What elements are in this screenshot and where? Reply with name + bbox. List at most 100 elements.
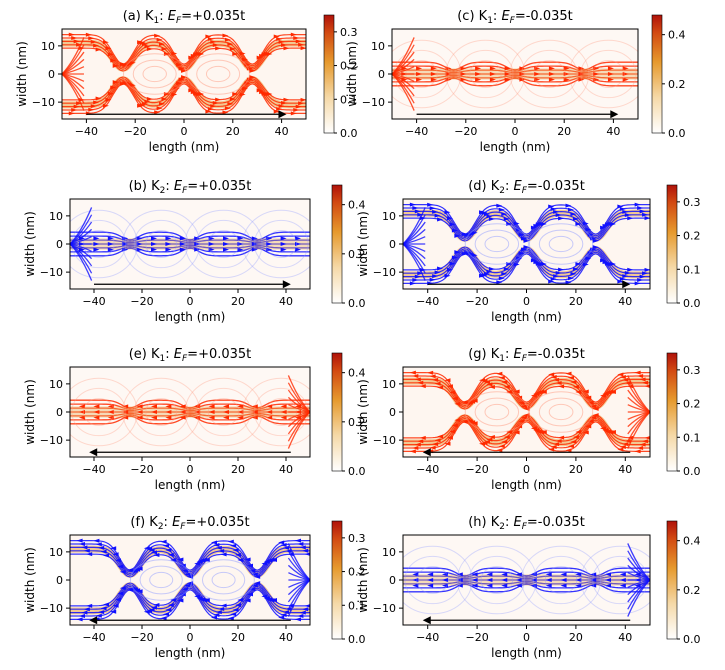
flow-arrowhead [76, 538, 83, 543]
flow-arrowhead [119, 569, 126, 574]
flow-arrowhead [136, 410, 143, 414]
flow-arrowhead [76, 42, 83, 47]
flow-arrowhead [165, 247, 172, 252]
flow-arrowhead [434, 381, 441, 386]
streamline [70, 244, 310, 249]
streamline [403, 375, 650, 405]
flow-arrowhead [244, 598, 251, 603]
flow-arrowhead [475, 66, 482, 71]
flow-arrowhead [483, 380, 490, 385]
colorbar-tick-label: 0.3 [340, 26, 358, 39]
flow-arrowhead [609, 430, 616, 435]
flow-arrowhead [503, 435, 510, 440]
flow-arrowhead [159, 101, 166, 106]
panel-d: −40 −20 0 20 40 10 0 −10 length (nm) width (nm) (d… [356, 179, 701, 324]
vortex-loop [71, 387, 127, 437]
flow-arrowhead [503, 384, 510, 389]
flow-arrowhead [136, 236, 143, 241]
flow-arrowhead [534, 77, 541, 82]
flow-arrowhead [456, 578, 463, 582]
flow-arrowhead [81, 545, 88, 550]
flow-arrowhead [119, 586, 126, 591]
flow-arrowhead [93, 100, 100, 105]
flow-arrowhead [278, 615, 285, 620]
flow-arrowhead [237, 242, 244, 246]
flow-arrowhead [642, 380, 649, 385]
colorbar-tick-label: 0.3 [683, 196, 701, 209]
panel-h: −40 −20 0 20 40 10 0 −10 length (nm) width (nm) (h… [356, 515, 701, 660]
flow-arrowhead [223, 404, 229, 409]
flow-arrowhead [156, 106, 163, 111]
streamline [403, 580, 650, 585]
flow-arrowhead [95, 47, 102, 52]
vortex-loop [392, 39, 462, 109]
flow-arrowhead [207, 107, 214, 112]
flow-arrowhead [437, 385, 444, 390]
x-tick-label: 0 [181, 125, 188, 138]
colorbar-tick-label: 0.0 [683, 633, 701, 646]
flow-arrowhead [501, 380, 508, 385]
x-axis-label: length (nm) [155, 310, 226, 324]
flow-arrowhead [558, 267, 565, 272]
colorbar-tick-label: 0.4 [668, 29, 686, 42]
flow-arrowhead [501, 572, 508, 577]
flow-arrowhead [280, 242, 287, 246]
flow-arrowhead [416, 66, 423, 71]
colorbar-tick-label: 0.1 [683, 263, 701, 276]
flow-arrowhead [565, 280, 572, 285]
title-sep: : [493, 9, 502, 24]
flow-arrowhead [73, 104, 80, 109]
title-field: E [501, 9, 510, 24]
x-axis-label: length (nm) [480, 140, 551, 154]
flow-arrowhead [295, 39, 302, 44]
streamline [403, 583, 650, 593]
flow-arrowhead [79, 236, 85, 241]
flow-arrowhead [503, 216, 510, 221]
flow-arrowhead [489, 77, 496, 82]
flow-arrowhead [567, 375, 574, 380]
flow-arrowhead [617, 204, 624, 209]
vortex-loop [196, 387, 251, 437]
flow-arrowhead [244, 557, 251, 562]
vortex-loop [469, 60, 502, 88]
flow-arrowhead [95, 96, 102, 101]
x-tick-label: 40 [279, 295, 293, 308]
title-energy: =+0.035t [181, 9, 245, 24]
flow-arrowhead [592, 406, 599, 411]
current-direction-arrowhead [278, 110, 287, 119]
flow-arrowhead [295, 404, 301, 409]
flow-arrowhead [434, 438, 441, 443]
flow-arrowhead [167, 552, 174, 557]
flow-arrowhead [165, 548, 172, 553]
flow-arrowhead [501, 212, 508, 217]
streamline [62, 44, 306, 70]
flow-arrowhead [227, 616, 234, 621]
flow-arrowhead [112, 603, 119, 608]
flow-arrowhead [208, 247, 215, 252]
flow-arrowhead [417, 271, 424, 276]
x-tick-label: −20 [465, 295, 488, 308]
flow-arrowhead [471, 578, 478, 582]
flow-arrowhead [223, 410, 229, 414]
y-tick-label: 10 [41, 40, 55, 53]
panel-title: (f) K2: EF=+0.035t [130, 515, 249, 532]
vortex-loop [509, 39, 590, 109]
flow-arrowhead [161, 97, 168, 102]
colorbar-tick-label: 0.0 [683, 297, 701, 310]
vortex-loop [201, 565, 246, 595]
flow-arrowhead [295, 617, 301, 622]
streamline [62, 34, 306, 65]
flow-arrowhead [446, 384, 453, 389]
flow-arrowhead [553, 442, 560, 447]
flow-arrowhead [619, 583, 626, 588]
y-tick-label: 10 [382, 210, 396, 223]
flow-arrowhead [622, 209, 629, 214]
flow-arrowhead [194, 415, 201, 420]
flow-arrowhead [229, 46, 236, 51]
flow-arrowhead [215, 610, 222, 615]
flow-arrowhead [300, 46, 306, 51]
flow-arrowhead [437, 266, 444, 271]
colorbar-tick-label: 0.1 [348, 599, 366, 612]
title-prefix: (a) K [123, 9, 154, 24]
flow-arrowhead [273, 34, 280, 39]
